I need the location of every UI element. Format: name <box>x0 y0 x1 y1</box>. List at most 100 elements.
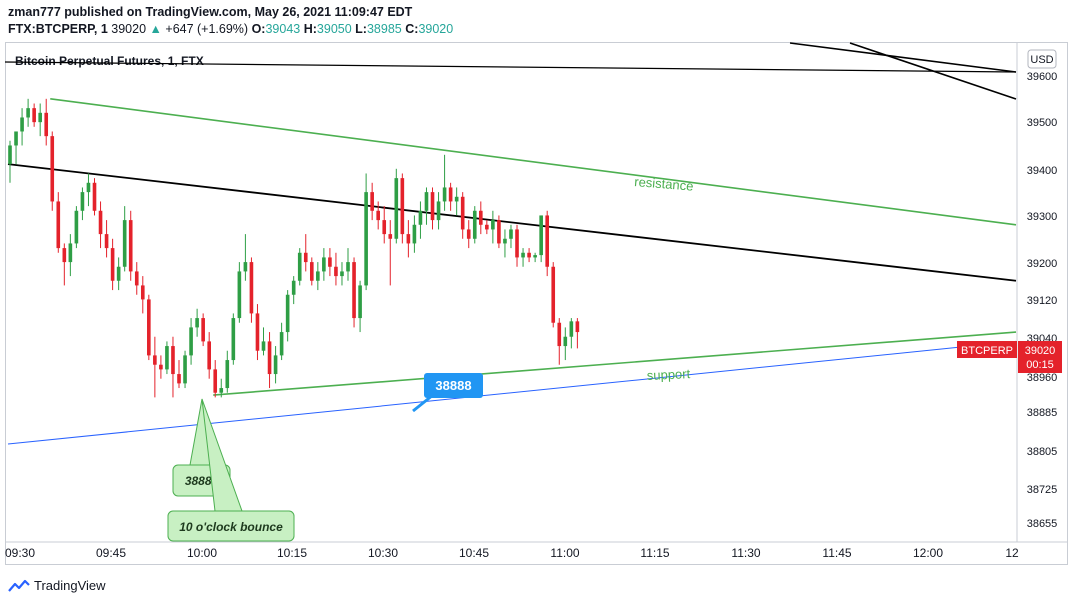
x-tick-label: 10:45 <box>459 546 489 560</box>
candle-body <box>454 196 459 202</box>
annotations: resistance support 38888 38888 10 o'cloc… <box>167 174 1062 542</box>
candle-body <box>56 201 61 249</box>
candle-body <box>575 321 580 333</box>
candle-body <box>285 294 290 333</box>
candle-body <box>478 210 483 225</box>
x-tick-label: 11:00 <box>550 546 579 560</box>
x-tick-label: 11:45 <box>822 546 851 560</box>
candle-body <box>358 285 362 319</box>
y-tick-label: 39600 <box>1027 71 1058 83</box>
candle-body <box>515 229 519 258</box>
y-tick-label: 39400 <box>1027 165 1058 177</box>
candle-body <box>340 271 344 277</box>
resistance-line <box>50 98 1017 226</box>
candle-body <box>92 182 97 211</box>
x-tick-label: 11:30 <box>731 546 760 560</box>
candle-body <box>26 108 30 118</box>
blue-line <box>7 340 1017 445</box>
candle-body <box>309 262 314 281</box>
candle-body <box>104 234 109 249</box>
candle-body <box>225 360 230 389</box>
last-price-tag <box>1018 341 1062 373</box>
x-tick-label: 09:30 <box>5 546 35 560</box>
candle-body <box>189 327 193 356</box>
callout2-text: 10 o'clock bounce <box>179 520 283 534</box>
candle-body <box>110 248 115 281</box>
candle-body <box>159 364 163 370</box>
candle-body <box>213 369 218 393</box>
candle-body <box>485 224 489 230</box>
candle-body <box>503 238 507 244</box>
up-arrow-icon: ▲ <box>149 22 162 36</box>
candle-body <box>297 252 302 281</box>
publisher-line: zman777 published on TradingView.com, Ma… <box>8 5 412 19</box>
support-line <box>213 331 1017 396</box>
candle-body <box>316 271 320 281</box>
candle-body <box>237 271 242 319</box>
ticker-tag <box>957 341 1017 358</box>
candle-body <box>527 252 531 258</box>
candle-body <box>20 117 24 132</box>
candle-body <box>303 252 308 263</box>
candle-body <box>364 192 368 286</box>
candle-body <box>68 243 73 263</box>
candle-body <box>412 224 417 244</box>
open-label: O: <box>251 22 266 36</box>
support-label: support <box>646 366 690 383</box>
candle-body <box>442 187 447 202</box>
footer-brand[interactable]: TradingView <box>8 578 106 593</box>
candle-body <box>134 271 139 286</box>
candle-body <box>80 192 85 211</box>
candle-body <box>563 336 568 347</box>
candle-body <box>62 248 67 263</box>
candles <box>8 98 580 398</box>
symbol-label: FTX:BTCPERP, 1 <box>8 22 108 36</box>
candle-body <box>346 262 350 272</box>
y-tick-label: 39300 <box>1027 211 1058 223</box>
y-tick-label: 38805 <box>1027 446 1058 458</box>
price-bubble[interactable] <box>424 373 483 398</box>
candle-body <box>460 196 465 230</box>
y-tick-label: 39120 <box>1027 295 1058 307</box>
candle-body <box>352 262 356 319</box>
candle-body <box>201 318 205 342</box>
candle-body <box>406 234 411 244</box>
y-tick-label: 38655 <box>1027 518 1058 530</box>
candle-body <box>388 234 393 239</box>
candle-body <box>86 182 91 193</box>
high-label: H: <box>303 22 317 36</box>
candle-body <box>545 215 550 267</box>
candle-body <box>322 257 326 272</box>
x-tick-label: 11:15 <box>640 546 669 560</box>
currency-badge[interactable] <box>1027 49 1057 69</box>
open-value: 39043 <box>265 22 301 36</box>
last-price-tag-text: 39020 <box>1025 345 1056 357</box>
candle-body <box>400 178 405 235</box>
close-value: 39020 <box>418 22 454 36</box>
upper-horizontal-line <box>4 61 1017 73</box>
high-value: 39050 <box>316 22 352 36</box>
low-value: 38985 <box>366 22 402 36</box>
trend-line <box>7 163 1017 282</box>
candle-body <box>382 220 387 235</box>
candle-body <box>98 210 103 235</box>
candle-body <box>128 220 133 272</box>
publisher-text: zman777 published on TradingView.com, Ma… <box>8 5 413 19</box>
candle-body <box>195 318 199 328</box>
chart-title: Bitcoin Perpetual Futures, 1, FTX <box>15 54 204 68</box>
candle-body <box>249 262 254 314</box>
footer-brand-text: TradingView <box>34 578 106 593</box>
candle-body <box>291 280 296 295</box>
candle-body <box>255 313 260 351</box>
y-tick-label: 39500 <box>1027 117 1058 129</box>
candle-body <box>334 266 338 277</box>
candle-body <box>8 145 12 165</box>
callout2-box[interactable] <box>167 510 295 542</box>
y-tick-label: 38885 <box>1027 407 1058 419</box>
candle-body <box>491 220 495 230</box>
last-price: 39020 <box>111 22 147 36</box>
candle-body <box>165 346 169 370</box>
tradingview-logo-icon <box>8 579 30 592</box>
candle-body <box>38 112 42 123</box>
